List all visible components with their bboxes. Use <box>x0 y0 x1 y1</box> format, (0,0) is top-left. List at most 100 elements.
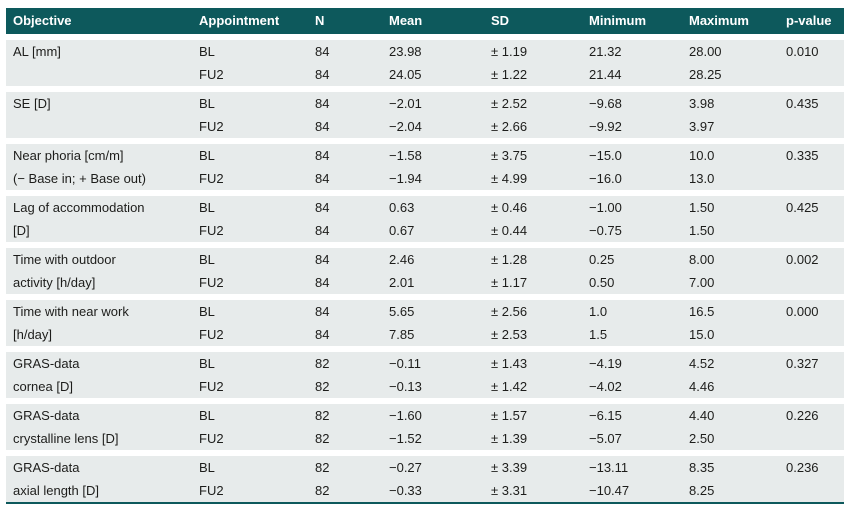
objective-group: SE [D] BL 84 −2.01 ± 2.52 −9.68 3.98 0.435 FU2 84… <box>6 92 844 138</box>
sd-cell: ± 1.57 <box>491 408 528 423</box>
mean-cell: −1.52 <box>389 431 422 446</box>
p-value-cell <box>779 167 844 190</box>
sd-cell: ± 2.52 <box>491 96 528 111</box>
n-cell: 84 <box>315 275 330 290</box>
table-bottom-rule <box>6 502 844 504</box>
objective-cell: Lag of accommodation [D] <box>6 196 192 242</box>
mean-cell: 2.01 <box>389 275 415 290</box>
appointment-cell: FU2 <box>199 171 224 186</box>
header-objective: Objective <box>13 13 72 28</box>
maximum-cell: 13.0 <box>689 171 715 186</box>
minimum-cell: 21.32 <box>589 44 622 59</box>
appointment-cell: FU2 <box>199 483 224 498</box>
sd-cell: ± 1.43 <box>491 356 528 371</box>
maximum-cell: 8.35 <box>689 460 715 475</box>
sd-cell: ± 3.75 <box>491 148 528 163</box>
mean-cell: 0.63 <box>389 200 415 215</box>
minimum-cell: −5.07 <box>589 431 622 446</box>
n-cell: 84 <box>315 148 330 163</box>
objective-line-2: (− Base in; + Base out) <box>13 171 146 186</box>
objective-group: Time with near work [h/day] BL 84 5.65 ± 2.56… <box>6 300 844 346</box>
maximum-cell: 2.50 <box>689 431 715 446</box>
p-value-cell <box>779 427 844 450</box>
mean-cell: −2.04 <box>389 119 422 134</box>
maximum-cell: 28.00 <box>689 44 722 59</box>
appointment-cell: FU2 <box>199 67 224 82</box>
objective-cell: GRAS-data crystalline lens [D] <box>6 404 192 450</box>
objective-line-2: activity [h/day] <box>13 275 96 290</box>
objective-line-1: GRAS-data <box>13 356 80 371</box>
sd-cell: ± 2.66 <box>491 119 528 134</box>
minimum-cell: −9.92 <box>589 119 622 134</box>
n-cell: 82 <box>315 408 330 423</box>
appointment-cell: FU2 <box>199 223 224 238</box>
minimum-cell: −4.02 <box>589 379 622 394</box>
minimum-cell: −9.68 <box>589 96 622 111</box>
objective-line-2: cornea [D] <box>13 379 73 394</box>
objective-group: GRAS-data cornea [D] BL 82 −0.11 ± 1.43 −4.19 4… <box>6 352 844 398</box>
p-value-cell: 0.226 <box>786 408 819 423</box>
sd-cell: ± 1.39 <box>491 431 528 446</box>
maximum-cell: 4.40 <box>689 408 715 423</box>
sd-cell: ± 1.22 <box>491 67 528 82</box>
mean-cell: 2.46 <box>389 252 415 267</box>
maximum-cell: 7.00 <box>689 275 715 290</box>
maximum-cell: 8.00 <box>689 252 715 267</box>
minimum-cell: −15.0 <box>589 148 622 163</box>
minimum-cell: 0.25 <box>589 252 615 267</box>
p-value-cell: 0.327 <box>786 356 819 371</box>
maximum-cell: 28.25 <box>689 67 722 82</box>
maximum-cell: 4.46 <box>689 379 715 394</box>
maximum-cell: 3.97 <box>689 119 715 134</box>
appointment-cell: FU2 <box>199 431 224 446</box>
sd-cell: ± 1.19 <box>491 44 528 59</box>
objective-cell: SE [D] <box>6 92 192 138</box>
maximum-cell: 10.0 <box>689 148 715 163</box>
objective-group: AL [mm] BL 84 23.98 ± 1.19 21.32 28.00 0.010 FU2… <box>6 40 844 86</box>
maximum-cell: 8.25 <box>689 483 715 498</box>
n-cell: 84 <box>315 252 330 267</box>
mean-cell: −1.94 <box>389 171 422 186</box>
appointment-cell: BL <box>199 356 215 371</box>
p-value-cell <box>779 323 844 346</box>
minimum-cell: 1.0 <box>589 304 608 319</box>
sd-cell: ± 4.99 <box>491 171 528 186</box>
appointment-cell: BL <box>199 148 215 163</box>
mean-cell: 7.85 <box>389 327 415 342</box>
objective-line-2: [h/day] <box>13 327 53 342</box>
objective-cell: Near phoria [cm/m] (− Base in; + Base out… <box>6 144 192 190</box>
objective-line-2: axial length [D] <box>13 483 99 498</box>
n-cell: 84 <box>315 67 330 82</box>
sd-cell: ± 3.31 <box>491 483 528 498</box>
maximum-cell: 16.5 <box>689 304 715 319</box>
minimum-cell: −6.15 <box>589 408 622 423</box>
appointment-cell: FU2 <box>199 379 224 394</box>
objective-line-1: GRAS-data <box>13 408 80 423</box>
p-value-cell <box>779 271 844 294</box>
sd-cell: ± 1.42 <box>491 379 528 394</box>
sd-cell: ± 3.39 <box>491 460 528 475</box>
minimum-cell: 0.50 <box>589 275 615 290</box>
header-minimum: Minimum <box>589 13 647 28</box>
n-cell: 82 <box>315 483 330 498</box>
objective-group: GRAS-data crystalline lens [D] BL 82 −1.60 ± … <box>6 404 844 450</box>
minimum-cell: −1.00 <box>589 200 622 215</box>
objective-cell: Time with near work [h/day] <box>6 300 192 346</box>
p-value-cell: 0.000 <box>786 304 819 319</box>
mean-cell: −1.58 <box>389 148 422 163</box>
objective-line-1: Near phoria [cm/m] <box>13 148 124 163</box>
p-value-cell: 0.002 <box>786 252 819 267</box>
objective-cell: GRAS-data cornea [D] <box>6 352 192 398</box>
sd-cell: ± 1.17 <box>491 275 528 290</box>
objective-line-1: GRAS-data <box>13 460 80 475</box>
p-value-cell <box>779 63 844 86</box>
appointment-cell: BL <box>199 252 215 267</box>
header-mean: Mean <box>389 13 423 28</box>
minimum-cell: −4.19 <box>589 356 622 371</box>
appointment-cell: FU2 <box>199 119 224 134</box>
appointment-cell: BL <box>199 408 215 423</box>
p-value-cell <box>779 115 844 138</box>
maximum-cell: 1.50 <box>689 223 715 238</box>
appointment-cell: FU2 <box>199 275 224 290</box>
statistics-table: Objective Appointment N Mean SD Minimum … <box>6 8 844 504</box>
